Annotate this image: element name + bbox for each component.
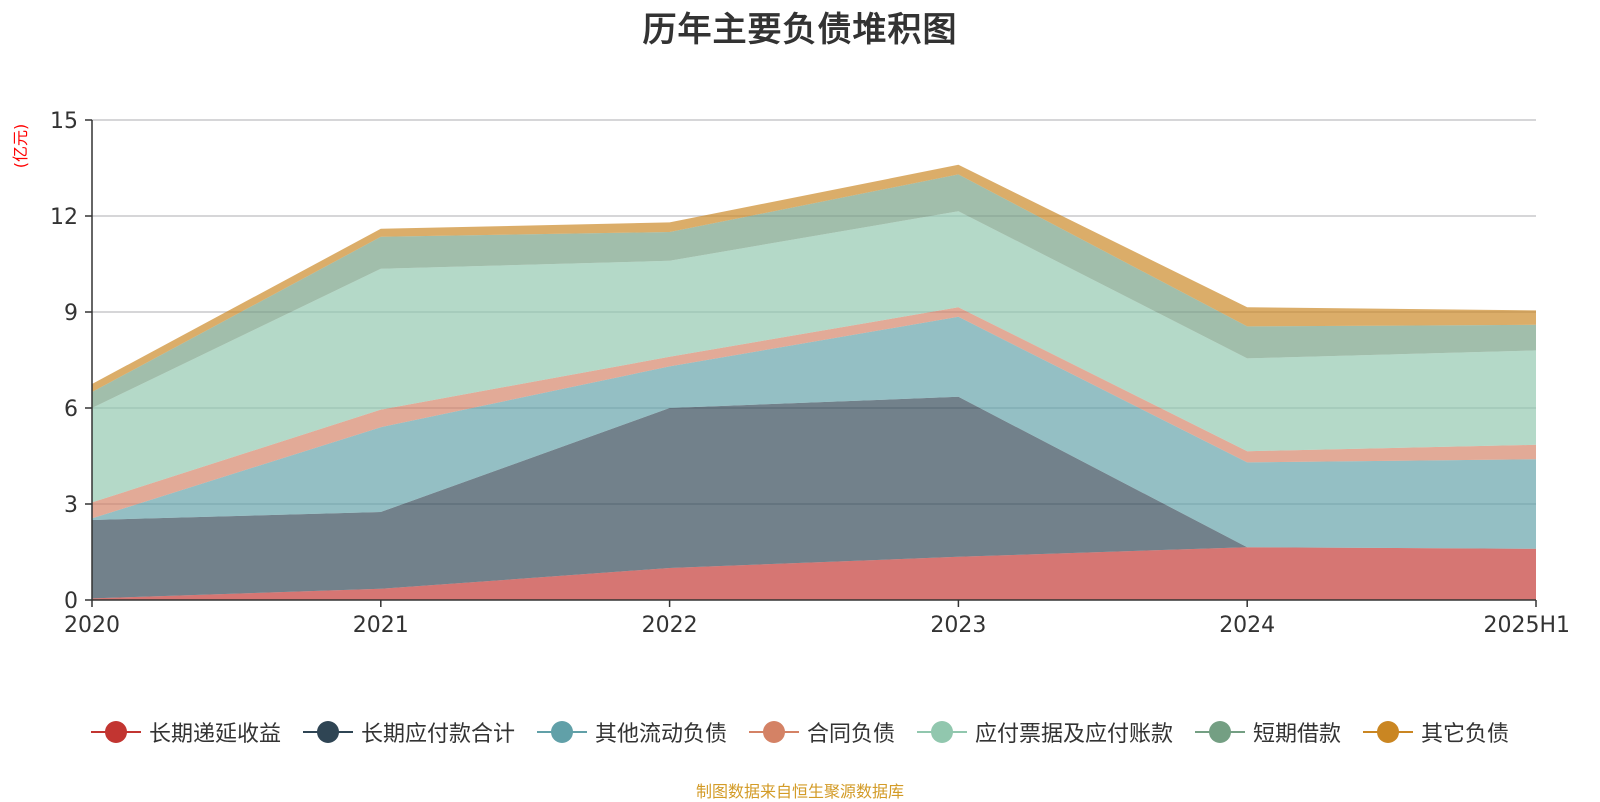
legend-label: 其它负债 [1421, 722, 1510, 747]
x-tick-label-2: 2022 [642, 613, 698, 638]
legend-item-2[interactable]: 其他流动负债 [536, 716, 727, 748]
area-series-5 [92, 174, 1536, 408]
area-series-2 [92, 316, 1536, 549]
y-axis-unit-label: (亿元) [11, 124, 30, 169]
legend-label: 应付票据及应付账款 [975, 722, 1174, 747]
y-tick-label-3: 9 [64, 301, 78, 326]
x-tick-label-1: 2021 [353, 613, 409, 638]
y-tick-label-0: 0 [64, 589, 78, 614]
area-series-3 [92, 307, 1536, 519]
legend: 长期递延收益 长期应付款合计 其他流动负债 合同负债 应付票据及应付账款 短期借款 其它负债 [0, 716, 1600, 748]
legend-marker-icon [1195, 721, 1246, 743]
legend-label: 短期借款 [1253, 722, 1342, 747]
area-series-4 [92, 211, 1536, 503]
legend-marker-icon [302, 721, 353, 743]
y-tick-label-1: 3 [64, 493, 78, 518]
x-tick-label-0: 2020 [64, 613, 120, 638]
chart-title: 历年主要负债堆积图 [642, 10, 958, 50]
area-series [92, 164, 1536, 600]
legend-marker-icon [536, 721, 587, 743]
x-tick-label-5: 2025H1 [1483, 613, 1570, 638]
legend-label: 其他流动负债 [594, 722, 727, 747]
legend-label: 长期递延收益 [148, 722, 281, 747]
legend-marker-icon [917, 721, 967, 743]
legend-marker-icon [748, 721, 799, 743]
legend-item-0[interactable]: 长期递延收益 [90, 716, 281, 748]
x-tick-label-3: 2023 [930, 613, 986, 638]
legend-item-4[interactable]: 应付票据及应付账款 [917, 716, 1173, 748]
y-tick-label-4: 12 [50, 205, 78, 230]
data-source-note: 制图数据来自恒生聚源数据库 [695, 782, 904, 801]
area-series-0 [92, 547, 1536, 600]
legend-marker-icon [1363, 721, 1414, 743]
y-tick-label-5: 15 [50, 109, 78, 134]
legend-label: 长期应付款合计 [360, 722, 515, 747]
legend-label: 合同负债 [806, 722, 895, 747]
x-tick-label-4: 2024 [1219, 613, 1275, 638]
axes: 0 3 6 9 12 15 2020 2021 2022 2023 2024 2025H1 [50, 109, 1570, 638]
legend-item-1[interactable]: 长期应付款合计 [302, 716, 515, 748]
legend-marker-icon [90, 721, 141, 743]
y-tick-label-2: 6 [64, 397, 78, 422]
area-series-1 [92, 396, 1536, 599]
legend-item-3[interactable]: 合同负债 [748, 716, 895, 748]
legend-item-5[interactable]: 短期借款 [1195, 716, 1341, 748]
legend-item-6[interactable]: 其它负债 [1363, 716, 1509, 748]
